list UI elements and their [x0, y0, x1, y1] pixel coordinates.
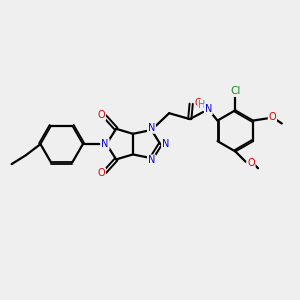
Text: N: N: [162, 139, 169, 149]
Text: O: O: [98, 110, 105, 120]
Text: N: N: [148, 155, 155, 165]
Text: N: N: [205, 104, 212, 114]
Text: N: N: [148, 123, 155, 133]
Text: O: O: [98, 168, 105, 178]
Text: N: N: [101, 139, 109, 149]
Text: Cl: Cl: [230, 86, 241, 96]
Text: H: H: [198, 100, 206, 110]
Text: N: N: [101, 139, 109, 149]
Text: O: O: [268, 112, 276, 122]
Text: O: O: [195, 98, 203, 108]
Text: O: O: [247, 158, 255, 168]
